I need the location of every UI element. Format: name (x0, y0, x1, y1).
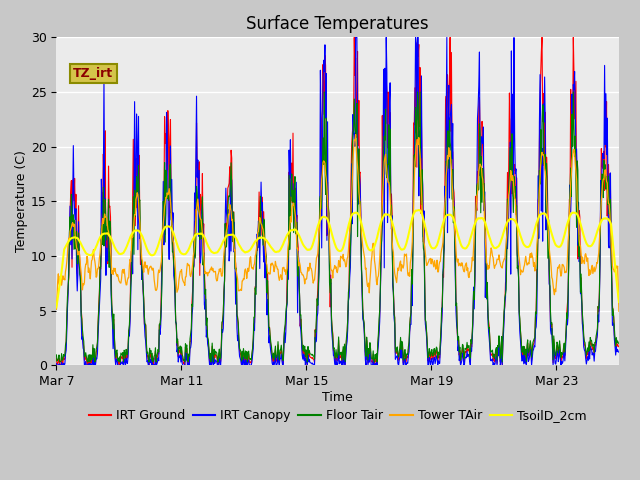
Floor Tair (372, 351, 380, 357)
Tower TAir (615, 309, 623, 314)
IRT Canopy (352, 35, 360, 40)
IRT Canopy (53, 362, 61, 368)
Line: IRT Canopy: IRT Canopy (56, 37, 619, 365)
Title: Surface Temperatures: Surface Temperatures (246, 15, 429, 33)
TsoilD_2cm (185, 246, 193, 252)
TsoilD_2cm (287, 228, 295, 233)
TsoilD_2cm (73, 235, 81, 241)
IRT Canopy (615, 349, 623, 355)
Floor Tair (321, 89, 328, 95)
Text: TZ_irt: TZ_irt (73, 67, 113, 80)
TsoilD_2cm (615, 299, 623, 305)
TsoilD_2cm (257, 235, 265, 240)
Tower TAir (508, 171, 515, 177)
Y-axis label: Temperature (C): Temperature (C) (15, 150, 28, 252)
Tower TAir (257, 221, 265, 227)
Floor Tair (56, 359, 63, 365)
Floor Tair (615, 341, 623, 347)
IRT Ground (508, 191, 516, 197)
IRT Ground (615, 344, 623, 349)
Tower TAir (52, 306, 60, 312)
Tower TAir (287, 219, 295, 225)
Line: Tower TAir: Tower TAir (56, 135, 619, 312)
IRT Ground (288, 160, 296, 166)
TsoilD_2cm (508, 216, 515, 222)
IRT Canopy (74, 288, 81, 294)
TsoilD_2cm (52, 305, 60, 311)
IRT Canopy (186, 362, 193, 368)
IRT Canopy (258, 207, 266, 213)
Line: Floor Tair: Floor Tair (56, 92, 619, 362)
Tower TAir (372, 269, 380, 275)
Line: TsoilD_2cm: TsoilD_2cm (56, 210, 619, 308)
IRT Canopy (52, 361, 60, 367)
IRT Canopy (288, 171, 296, 177)
Legend: IRT Ground, IRT Canopy, Floor Tair, Tower TAir, TsoilD_2cm: IRT Ground, IRT Canopy, Floor Tair, Towe… (84, 404, 592, 427)
TsoilD_2cm (371, 241, 379, 247)
Floor Tair (74, 261, 81, 266)
IRT Canopy (508, 172, 516, 178)
IRT Ground (52, 355, 60, 361)
Tower TAir (185, 263, 193, 268)
Tower TAir (73, 245, 81, 251)
IRT Ground (372, 354, 380, 360)
Floor Tair (258, 220, 266, 226)
IRT Ground (74, 271, 81, 276)
X-axis label: Time: Time (323, 391, 353, 404)
Floor Tair (52, 352, 60, 358)
IRT Ground (351, 35, 358, 40)
Floor Tair (186, 353, 193, 359)
IRT Ground (258, 212, 266, 217)
Line: IRT Ground: IRT Ground (56, 37, 619, 365)
IRT Canopy (372, 360, 380, 365)
TsoilD_2cm (415, 207, 422, 213)
Floor Tair (508, 131, 516, 137)
Tower TAir (352, 132, 360, 138)
IRT Ground (186, 357, 193, 362)
Floor Tair (288, 171, 296, 177)
IRT Ground (56, 362, 63, 368)
